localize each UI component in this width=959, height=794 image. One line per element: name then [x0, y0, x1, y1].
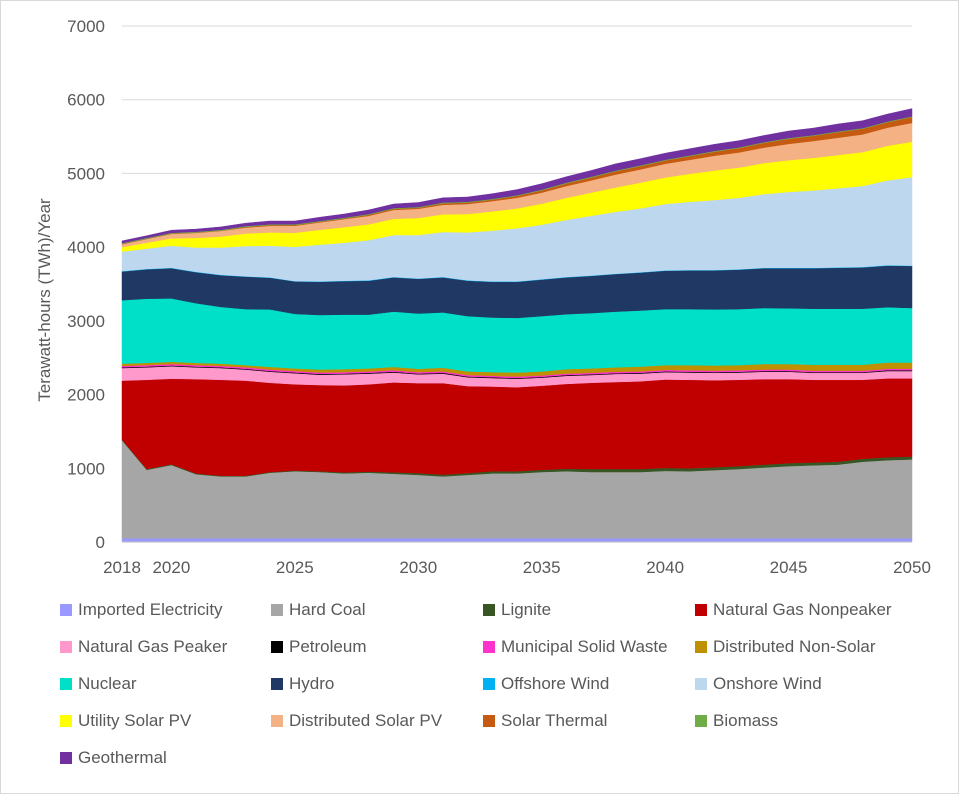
- legend-item: Hard Coal: [271, 598, 483, 622]
- legend-item: Solar Thermal: [483, 709, 695, 733]
- legend-item: Utility Solar PV: [60, 709, 271, 733]
- legend-item: Petroleum: [271, 635, 483, 659]
- legend-swatch: [271, 641, 283, 653]
- legend-swatch: [695, 715, 707, 727]
- legend-label: Hard Coal: [289, 600, 366, 619]
- legend-swatch: [271, 604, 283, 616]
- legend-swatch: [60, 752, 72, 764]
- y-axis-label: Terawatt-hours (TWh)/Year: [35, 198, 54, 402]
- legend-label: Utility Solar PV: [78, 711, 192, 730]
- legend-item: Lignite: [483, 598, 695, 622]
- legend-swatch: [483, 641, 495, 653]
- y-tick-label-3: 3000: [67, 312, 105, 331]
- legend-swatch: [695, 641, 707, 653]
- legend-label: Natural Gas Peaker: [78, 637, 228, 656]
- x-tick-label-0: 2018: [103, 558, 141, 577]
- x-tick-label-4: 2035: [523, 558, 561, 577]
- legend-label: Petroleum: [289, 637, 367, 656]
- legend-swatch: [60, 604, 72, 616]
- area-natural-gas-nonpeaker: [121, 378, 913, 476]
- legend-label: Nuclear: [78, 674, 137, 693]
- x-tick-label-6: 2045: [770, 558, 808, 577]
- y-tick-label-4: 4000: [67, 238, 105, 257]
- legend-label: Natural Gas Nonpeaker: [713, 600, 892, 619]
- legend-item: Nuclear: [60, 672, 271, 696]
- x-tick-label-2: 2025: [276, 558, 314, 577]
- legend-label: Onshore Wind: [713, 674, 822, 693]
- y-tick-label-2: 2000: [67, 386, 105, 405]
- legend-label: Lignite: [501, 600, 552, 619]
- legend-item: Distributed Non-Solar: [695, 635, 935, 659]
- x-axis-ticks: 2018 2020 2025 2030 2035 2040 2045 2050: [103, 558, 931, 577]
- legend-label: Biomass: [713, 711, 779, 730]
- y-tick-label-7: 7000: [67, 17, 105, 36]
- legend-swatch: [695, 678, 707, 690]
- legend-swatch: [483, 604, 495, 616]
- legend-item: Natural Gas Peaker: [60, 635, 271, 659]
- y-tick-label-6: 6000: [67, 91, 105, 110]
- legend-item: Offshore Wind: [483, 672, 695, 696]
- legend-swatch: [60, 715, 72, 727]
- legend-label: Offshore Wind: [501, 674, 610, 693]
- y-tick-label-5: 5000: [67, 164, 105, 183]
- legend-label: Hydro: [289, 674, 335, 693]
- legend-label: Distributed Solar PV: [289, 711, 443, 730]
- legend-label: Geothermal: [78, 748, 167, 767]
- chart-legend: Imported Electricity Hard Coal Lignite Natu…: [60, 598, 940, 770]
- legend-label: Solar Thermal: [501, 711, 608, 730]
- legend-label: Imported Electricity: [78, 600, 223, 619]
- y-tick-label-0: 0: [96, 533, 105, 552]
- legend-label: Municipal Solid Waste: [501, 637, 668, 656]
- legend-item: Distributed Solar PV: [271, 709, 483, 733]
- legend-item: Biomass: [695, 709, 935, 733]
- x-tick-label-7: 2050: [893, 558, 931, 577]
- x-tick-label-3: 2030: [399, 558, 437, 577]
- x-tick-label-5: 2040: [646, 558, 684, 577]
- legend-item: Natural Gas Nonpeaker: [695, 598, 935, 622]
- legend-item: Municipal Solid Waste: [483, 635, 695, 659]
- legend-label: Distributed Non-Solar: [713, 637, 876, 656]
- legend-swatch: [483, 678, 495, 690]
- y-tick-label-1: 1000: [67, 459, 105, 478]
- legend-item: Onshore Wind: [695, 672, 935, 696]
- legend-item: Hydro: [271, 672, 483, 696]
- legend-item: Imported Electricity: [60, 598, 271, 622]
- legend-swatch: [60, 678, 72, 690]
- legend-swatch: [60, 641, 72, 653]
- x-tick-label-1: 2020: [152, 558, 190, 577]
- y-axis-ticks: 0 1000 2000 3000 4000 5000 6000 7000: [67, 17, 912, 552]
- legend-swatch: [695, 604, 707, 616]
- legend-item: Geothermal: [60, 746, 271, 770]
- area-geothermal: [121, 108, 913, 244]
- legend-swatch: [271, 715, 283, 727]
- area-series: [121, 108, 913, 543]
- legend-swatch: [271, 678, 283, 690]
- legend-swatch: [483, 715, 495, 727]
- area-imported-electricity: [121, 538, 913, 543]
